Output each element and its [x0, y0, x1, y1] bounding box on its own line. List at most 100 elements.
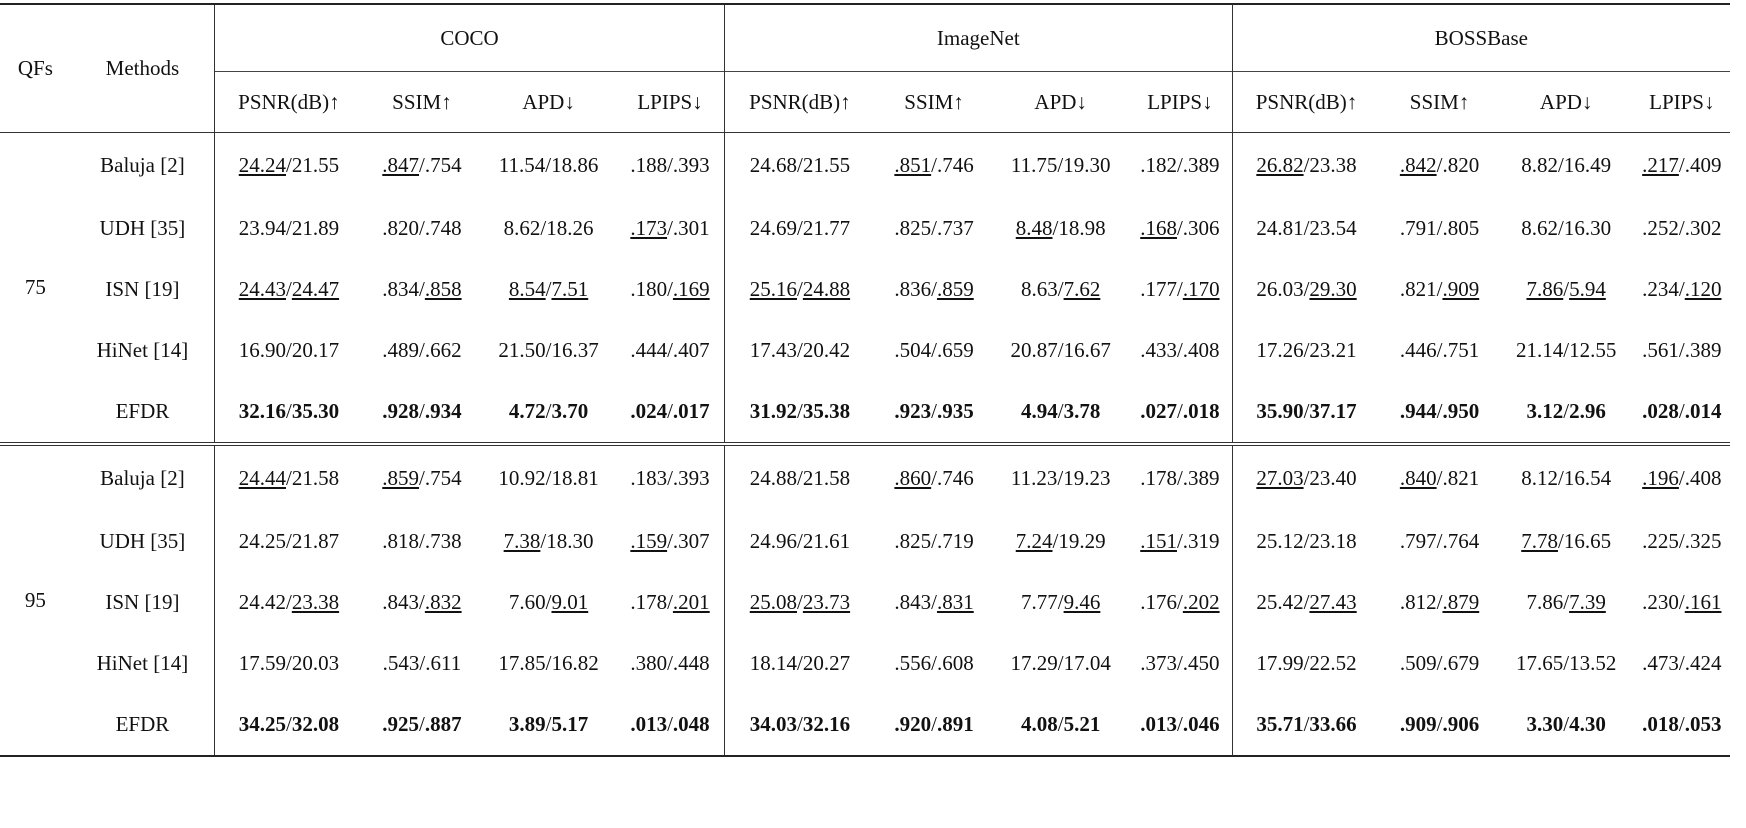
value-cell: 16.90/20.17	[215, 320, 363, 381]
table-row: HiNet [14] 16.90/20.17 .489/.662 21.50/16.3…	[0, 320, 1730, 381]
table-row: ISN [19] 24.43/24.47 .834/.858 8.54/7.51 .18…	[0, 259, 1730, 320]
metric-header-imagenet-psnrdb: PSNR(dB)↑	[724, 72, 874, 133]
value-cell: 24.43/24.47	[215, 259, 363, 320]
metric-header-bossbase-apd: APD↓	[1499, 72, 1634, 133]
value-cell: 34.03/32.16	[724, 694, 874, 756]
value-cell: 25.08/23.73	[724, 572, 874, 633]
value-cell: .177/.170	[1128, 259, 1232, 320]
value-cell: .234/.120	[1634, 259, 1730, 320]
table-row: EFDR 32.16/35.30.928/.934 4.72/3.70.024/.0…	[0, 381, 1730, 444]
value-cell: .821/.909	[1380, 259, 1498, 320]
value-cell: 25.16/24.88	[724, 259, 874, 320]
method-cell: EFDR	[71, 694, 215, 756]
value-cell: .843/.831	[875, 572, 993, 633]
table-row: 75 Baluja [2] 24.24/21.55 .847/.754 11.54/18…	[0, 133, 1730, 199]
value-cell: .473/.424	[1634, 633, 1730, 694]
value-cell: 8.54/7.51	[481, 259, 616, 320]
value-cell: .859/.754	[363, 444, 481, 511]
value-cell: 25.42/27.43	[1232, 572, 1380, 633]
value-cell: 21.50/16.37	[481, 320, 616, 381]
header-row-datasets: QFs Methods COCO ImageNet BOSSBase	[0, 4, 1730, 72]
value-cell: .176/.202	[1128, 572, 1232, 633]
value-cell: 7.86/7.39	[1499, 572, 1634, 633]
value-cell: .836/.859	[875, 259, 993, 320]
value-cell: 24.42/23.38	[215, 572, 363, 633]
value-cell: 3.89/5.17	[481, 694, 616, 756]
value-cell: 24.88/21.58	[724, 444, 874, 511]
value-cell: 24.81/23.54	[1232, 198, 1380, 259]
value-cell: 17.29/17.04	[993, 633, 1128, 694]
method-cell: HiNet [14]	[71, 320, 215, 381]
value-cell: .843/.832	[363, 572, 481, 633]
value-cell: .159/.307	[616, 511, 724, 572]
dataset-header-imagenet: ImageNet	[724, 4, 1232, 72]
value-cell: 7.60/9.01	[481, 572, 616, 633]
dataset-header-coco: COCO	[215, 4, 725, 72]
value-cell: .173/.301	[616, 198, 724, 259]
method-cell: Baluja [2]	[71, 444, 215, 511]
value-cell: 24.69/21.77	[724, 198, 874, 259]
dataset-header-bossbase: BOSSBase	[1232, 4, 1730, 72]
metric-header-coco-apd: APD↓	[481, 72, 616, 133]
value-cell: .196/.408	[1634, 444, 1730, 511]
value-cell: 23.94/21.89	[215, 198, 363, 259]
value-cell: .825/.719	[875, 511, 993, 572]
value-cell: 26.03/29.30	[1232, 259, 1380, 320]
value-cell: .225/.325	[1634, 511, 1730, 572]
value-cell: 24.25/21.87	[215, 511, 363, 572]
value-cell: .380/.448	[616, 633, 724, 694]
value-cell: 17.85/16.82	[481, 633, 616, 694]
value-cell: 4.72/3.70	[481, 381, 616, 444]
value-cell: .925/.887	[363, 694, 481, 756]
value-cell: .791/.805	[1380, 198, 1498, 259]
metric-header-imagenet-lpips: LPIPS↓	[1128, 72, 1232, 133]
value-cell: 24.96/21.61	[724, 511, 874, 572]
value-cell: .920/.891	[875, 694, 993, 756]
value-cell: 17.43/20.42	[724, 320, 874, 381]
value-cell: 27.03/23.40	[1232, 444, 1380, 511]
method-cell: UDH [35]	[71, 511, 215, 572]
value-cell: 3.12/2.96	[1499, 381, 1634, 444]
qf-cell: 75	[0, 133, 71, 445]
method-cell: ISN [19]	[71, 572, 215, 633]
value-cell: 31.92/35.38	[724, 381, 874, 444]
value-cell: .028/.014	[1634, 381, 1730, 444]
method-cell: Baluja [2]	[71, 133, 215, 199]
metric-header-bossbase-lpips: LPIPS↓	[1634, 72, 1730, 133]
value-cell: 11.75/19.30	[993, 133, 1128, 199]
value-cell: .820/.748	[363, 198, 481, 259]
value-cell: .543/.611	[363, 633, 481, 694]
value-cell: 26.82/23.38	[1232, 133, 1380, 199]
method-cell: UDH [35]	[71, 198, 215, 259]
value-cell: .018/.053	[1634, 694, 1730, 756]
metric-header-coco-psnrdb: PSNR(dB)↑	[215, 72, 363, 133]
value-cell: .183/.393	[616, 444, 724, 511]
value-cell: 8.62/16.30	[1499, 198, 1634, 259]
value-cell: 34.25/32.08	[215, 694, 363, 756]
value-cell: .178/.201	[616, 572, 724, 633]
value-cell: 4.08/5.21	[993, 694, 1128, 756]
value-cell: .446/.751	[1380, 320, 1498, 381]
value-cell: 24.24/21.55	[215, 133, 363, 199]
value-cell: 17.99/22.52	[1232, 633, 1380, 694]
metric-header-imagenet-apd: APD↓	[993, 72, 1128, 133]
value-cell: 8.82/16.49	[1499, 133, 1634, 199]
value-cell: 35.71/33.66	[1232, 694, 1380, 756]
metric-header-coco-ssim: SSIM↑	[363, 72, 481, 133]
value-cell: .561/.389	[1634, 320, 1730, 381]
value-cell: .825/.737	[875, 198, 993, 259]
value-cell: .797/.764	[1380, 511, 1498, 572]
metric-header-coco-lpips: LPIPS↓	[616, 72, 724, 133]
value-cell: .188/.393	[616, 133, 724, 199]
value-cell: .509/.679	[1380, 633, 1498, 694]
value-cell: .909/.906	[1380, 694, 1498, 756]
methods-header: Methods	[71, 4, 215, 133]
value-cell: 8.12/16.54	[1499, 444, 1634, 511]
value-cell: 24.68/21.55	[724, 133, 874, 199]
header-row-metrics: PSNR(dB)↑ SSIM↑ APD↓ LPIPS↓ PSNR(dB)↑ SSIM↑ AP…	[0, 72, 1730, 133]
table-row: UDH [35] 23.94/21.89 .820/.748 8.62/18.26 .1…	[0, 198, 1730, 259]
value-cell: .180/.169	[616, 259, 724, 320]
value-cell: .182/.389	[1128, 133, 1232, 199]
value-cell: 18.14/20.27	[724, 633, 874, 694]
value-cell: 11.54/18.86	[481, 133, 616, 199]
